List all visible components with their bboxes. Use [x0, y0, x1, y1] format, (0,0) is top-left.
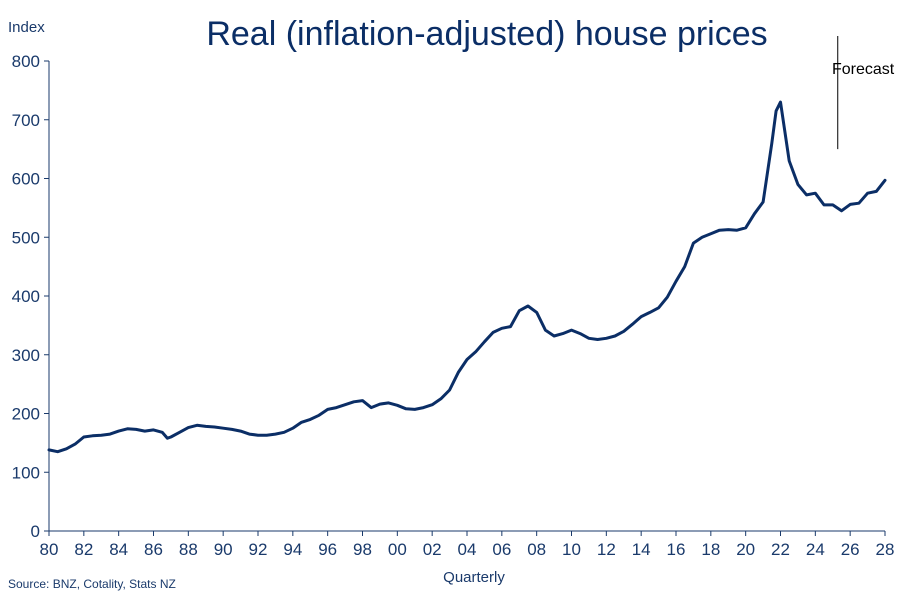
y-tick-label: 200	[12, 405, 40, 424]
x-tick-label: 22	[771, 540, 790, 559]
x-tick-label: 20	[736, 540, 755, 559]
forecast-label: Forecast	[832, 61, 895, 78]
y-axis-ticks: 0 100 200 300 400 500 600 700 800	[12, 52, 49, 541]
y-tick-label: 700	[12, 111, 40, 130]
x-axis-ticks: 80 82 84 86 88 90 92 94 96 98 00 02 04 06 08 10 12 14 16 18…	[40, 531, 895, 559]
x-tick-label: 88	[179, 540, 198, 559]
y-tick-label: 300	[12, 346, 40, 365]
x-tick-label: 00	[388, 540, 407, 559]
y-tick-label: 0	[31, 522, 40, 541]
y-tick-label: 800	[12, 52, 40, 71]
x-tick-label: 08	[527, 540, 546, 559]
x-tick-label: 02	[423, 540, 442, 559]
series-layer	[47, 100, 887, 454]
x-tick-label: 94	[283, 540, 302, 559]
y-tick-label: 100	[12, 463, 40, 482]
x-tick-label: 04	[458, 540, 477, 559]
x-tick-label: 28	[876, 540, 895, 559]
chart-title: Real (inflation-adjusted) house prices	[206, 15, 767, 53]
x-tick-label: 12	[597, 540, 616, 559]
x-tick-label: 80	[40, 540, 59, 559]
x-tick-label: 86	[144, 540, 163, 559]
x-tick-label: 90	[214, 540, 233, 559]
x-tick-label: 06	[492, 540, 511, 559]
x-tick-label: 26	[841, 540, 860, 559]
axes	[48, 61, 885, 532]
source-note: Source: BNZ, Cotality, Stats NZ	[8, 577, 176, 591]
y-axis-label: Index	[8, 19, 45, 36]
x-tick-label: 96	[318, 540, 337, 559]
x-tick-label: 98	[353, 540, 372, 559]
x-tick-label: 10	[562, 540, 581, 559]
x-tick-label: 14	[632, 540, 651, 559]
x-tick-label: 82	[74, 540, 93, 559]
x-tick-label: 24	[806, 540, 825, 559]
x-tick-label: 16	[667, 540, 686, 559]
series-line	[47, 100, 887, 454]
y-tick-label: 400	[12, 287, 40, 306]
y-tick-label: 600	[12, 170, 40, 189]
y-tick-label: 500	[12, 228, 40, 247]
x-tick-label: 18	[701, 540, 720, 559]
x-tick-label: 92	[249, 540, 268, 559]
x-tick-label: 84	[109, 540, 128, 559]
x-axis-label: Quarterly	[443, 569, 505, 586]
